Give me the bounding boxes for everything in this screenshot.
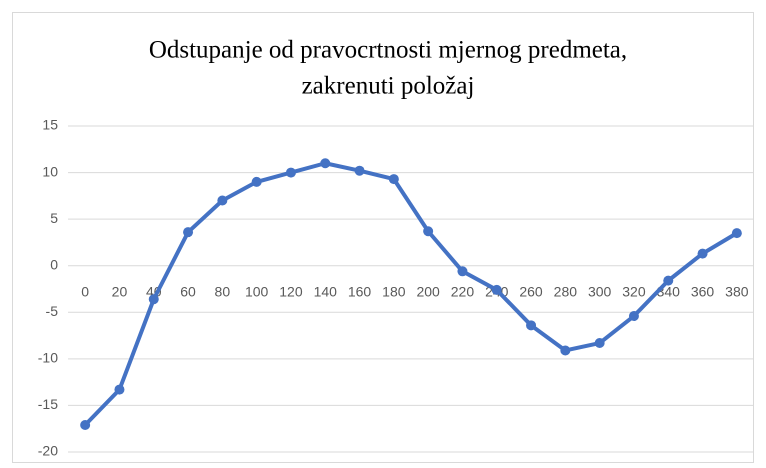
x-tick-label: 140	[314, 283, 338, 299]
point	[457, 266, 468, 277]
y-tick-label: -15	[38, 396, 58, 412]
point	[663, 275, 674, 286]
x-tick-label: 320	[622, 283, 646, 299]
x-tick-label: 220	[451, 283, 475, 299]
point	[731, 228, 742, 239]
y-tick-label: -10	[38, 350, 58, 366]
point	[251, 176, 262, 187]
point	[423, 226, 434, 237]
point	[114, 384, 125, 395]
x-tick-label: 0	[81, 283, 89, 299]
x-tick-label: 80	[215, 283, 231, 299]
chart-border	[12, 12, 754, 463]
chart-title: Odstupanje od pravocrtnosti mjernog pred…	[149, 37, 627, 64]
point	[285, 167, 296, 178]
point	[560, 345, 571, 356]
point	[594, 338, 605, 349]
x-tick-label: 20	[112, 283, 128, 299]
series-line	[83, 161, 738, 427]
point	[148, 294, 159, 305]
y-tick-label: 15	[42, 117, 58, 133]
x-tick-label: 380	[725, 283, 749, 299]
x-tick-label: 120	[279, 283, 303, 299]
point	[183, 227, 194, 238]
x-tick-label: 280	[554, 283, 578, 299]
y-tick-label: -20	[38, 443, 58, 459]
y-tick-label: -5	[46, 303, 59, 319]
point	[388, 174, 399, 185]
x-tick-label: 260	[519, 283, 543, 299]
point	[526, 320, 537, 331]
point	[491, 284, 502, 295]
x-tick-label: 60	[180, 283, 196, 299]
y-tick-label: 0	[50, 256, 58, 272]
x-tick-label: 180	[382, 283, 406, 299]
x-tick-label: 200	[416, 283, 440, 299]
chart-title: zakrenuti položaj	[302, 73, 475, 100]
point	[697, 248, 708, 259]
x-tick-label: 300	[588, 283, 612, 299]
point	[628, 311, 639, 322]
point	[354, 165, 365, 176]
y-tick-label: 10	[42, 163, 58, 179]
x-tick-label: 100	[245, 283, 269, 299]
point	[217, 195, 228, 206]
x-tick-label: 360	[691, 283, 715, 299]
point	[80, 419, 91, 430]
point	[320, 158, 331, 169]
y-tick-label: 5	[50, 210, 58, 226]
x-tick-label: 160	[348, 283, 372, 299]
